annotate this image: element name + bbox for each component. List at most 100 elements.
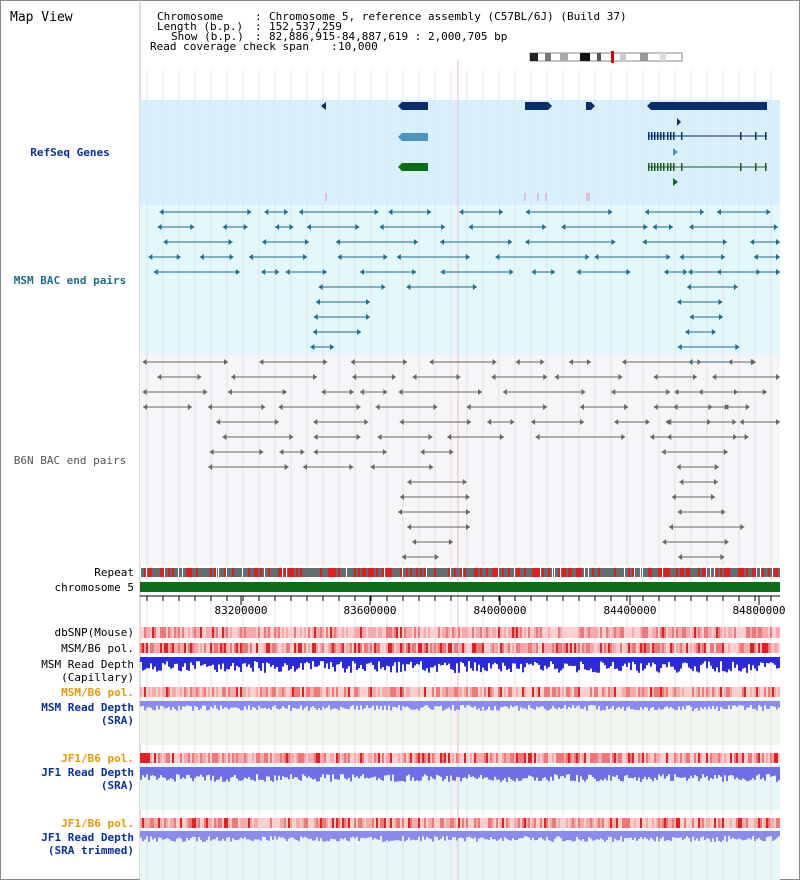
read-depth-bar	[456, 657, 458, 664]
read-depth-bar	[670, 831, 672, 842]
polymorphism-cell	[146, 687, 148, 697]
polymorphism-cell	[188, 687, 190, 697]
read-depth-bar	[290, 701, 292, 711]
polymorphism-cell	[660, 643, 662, 653]
read-depth-bar	[278, 657, 280, 672]
polymorphism-cell	[432, 687, 434, 697]
gene-exon-tick	[648, 163, 650, 171]
polymorphism-cell	[606, 643, 608, 653]
polymorphism-cell	[712, 687, 714, 697]
repeat-element	[334, 568, 336, 577]
polymorphism-cell	[534, 627, 536, 638]
read-depth-bar	[506, 831, 508, 839]
polymorphism-cell	[156, 643, 158, 653]
polymorphism-cell	[776, 818, 778, 828]
polymorphism-cell	[718, 687, 720, 697]
read-depth-bar	[396, 831, 398, 841]
polymorphism-cell	[620, 818, 622, 828]
axis-tick-label: 84800000	[733, 604, 786, 617]
read-depth-bar	[280, 657, 282, 672]
read-depth-bar	[156, 657, 158, 672]
read-depth-bar	[574, 767, 576, 782]
polymorphism-cell	[566, 627, 568, 638]
polymorphism-cell	[396, 627, 398, 638]
polymorphism-cell	[646, 753, 648, 763]
gene-exon-tick	[660, 163, 662, 171]
polymorphism-cell	[196, 627, 198, 638]
repeat-element	[746, 568, 748, 577]
polymorphism-cell	[276, 643, 278, 653]
polymorphism-cell	[680, 643, 682, 653]
read-depth-bar	[250, 657, 252, 668]
read-depth-bar	[768, 701, 770, 709]
read-depth-bar	[596, 657, 598, 673]
polymorphism-cell	[394, 687, 396, 697]
read-depth-bar	[238, 767, 240, 781]
polymorphism-cell	[564, 687, 566, 697]
read-depth-bar	[332, 657, 334, 667]
polymorphism-cell	[634, 753, 636, 763]
read-depth-bar	[206, 831, 208, 840]
read-depth-bar	[592, 701, 594, 706]
b6n-bac-pair-end	[569, 359, 574, 365]
read-depth-bar	[534, 701, 536, 710]
b6n-bac-pair-end	[187, 404, 192, 410]
read-depth-bar	[560, 831, 562, 838]
polymorphism-cell	[182, 687, 184, 697]
read-depth-bar	[552, 767, 554, 781]
polymorphism-cell	[470, 687, 472, 697]
read-depth-bar	[296, 831, 298, 841]
read-depth-bar	[436, 701, 438, 707]
read-depth-bar	[170, 831, 172, 841]
polymorphism-cell	[254, 687, 256, 697]
read-depth-bar	[760, 767, 762, 780]
read-depth-bar	[268, 767, 270, 777]
polymorphism-cell	[770, 643, 772, 653]
polymorphism-cell	[204, 753, 206, 763]
b6n-bac-pair-end	[261, 404, 266, 410]
polymorphism-cell	[314, 687, 316, 697]
b6n-bac-pair-end	[622, 359, 627, 365]
polymorphism-cell	[212, 687, 214, 697]
polymorphism-cell	[380, 643, 382, 653]
polymorphism-cell	[374, 818, 376, 828]
repeat-element	[400, 568, 402, 577]
polymorphism-cell	[532, 627, 534, 638]
read-depth-bar	[662, 701, 664, 710]
info-coverage-label: Read coverage check span	[150, 40, 309, 53]
polymorphism-cell	[592, 643, 594, 653]
read-depth-bar	[734, 657, 736, 668]
read-depth-bar	[580, 701, 582, 709]
polymorphism-cell	[666, 643, 668, 653]
polymorphism-cell	[176, 753, 178, 763]
polymorphism-cell	[250, 627, 252, 638]
read-depth-bar	[244, 767, 246, 778]
read-depth-bar	[574, 831, 576, 841]
read-depth-bar	[468, 767, 470, 775]
polymorphism-cell	[486, 687, 488, 697]
b6n-bac-pair-end	[456, 374, 461, 380]
polymorphism-cell	[304, 687, 306, 697]
read-depth-bar	[298, 767, 300, 780]
b6n-bac-pair-end	[671, 494, 676, 500]
polymorphism-cell	[190, 687, 192, 697]
read-depth-bar	[688, 701, 690, 706]
polymorphism-cell	[372, 818, 374, 828]
polymorphism-cell	[556, 818, 558, 828]
polymorphism-cell	[426, 643, 428, 653]
polymorphism-cell	[504, 818, 506, 828]
info-show-label: Show (b.p.)	[171, 30, 244, 43]
polymorphism-cell	[202, 627, 204, 638]
polymorphism-cell	[664, 753, 666, 763]
polymorphism-cell	[298, 687, 300, 697]
read-depth-bar	[224, 831, 226, 841]
read-depth-bar	[586, 657, 588, 671]
polymorphism-cell	[388, 753, 390, 763]
read-depth-bar	[392, 657, 394, 666]
polymorphism-cell	[274, 627, 276, 638]
polymorphism-cell	[696, 687, 698, 697]
msm-bac-pair-end	[374, 209, 379, 215]
polymorphism-cell	[520, 687, 522, 697]
polymorphism-cell	[474, 753, 476, 763]
